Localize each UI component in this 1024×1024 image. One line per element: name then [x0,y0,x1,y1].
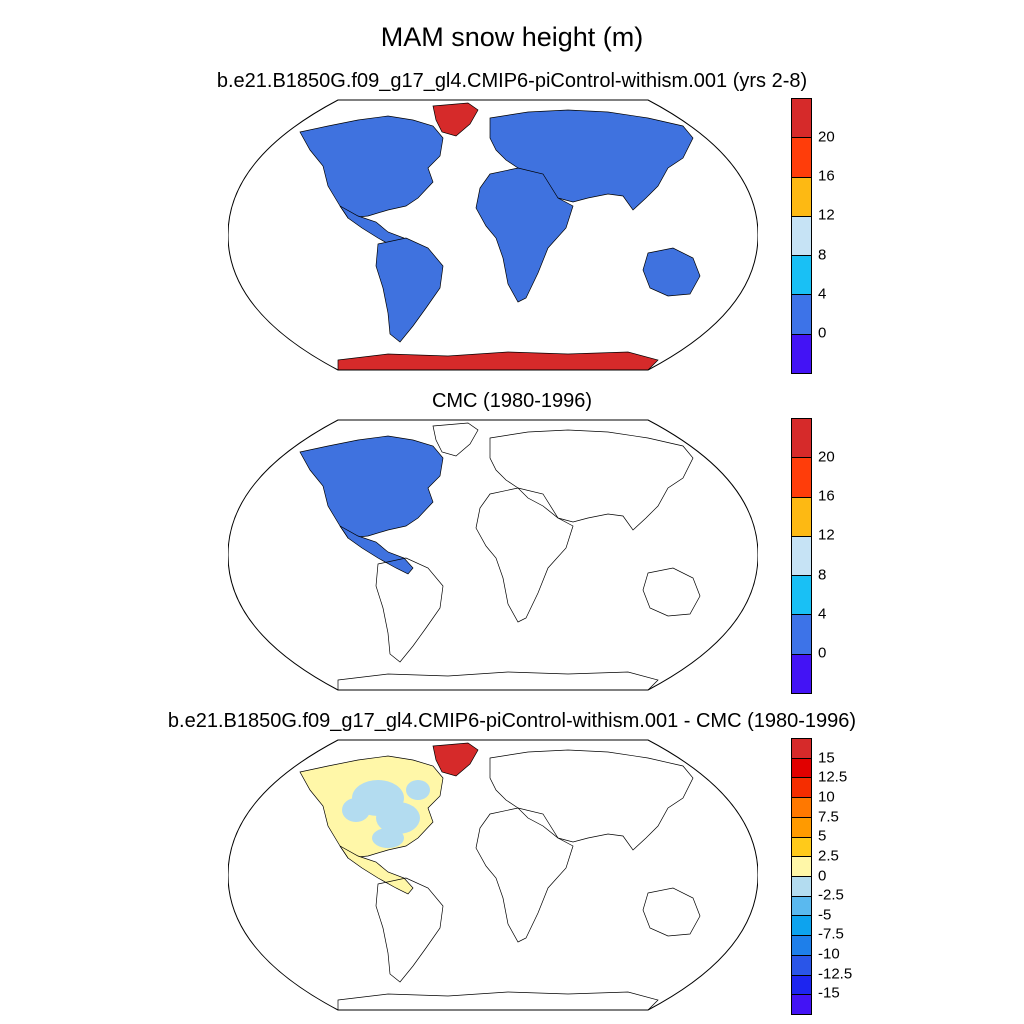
colorbar-tick-label: -10 [818,945,840,963]
colorbar-segment [792,798,811,818]
colorbar-segment [792,177,811,217]
colorbar-tick-label: 4 [818,605,827,623]
colorbar-segment [792,99,811,139]
colorbar-segment [792,995,811,1015]
central-america-region [339,525,414,575]
colorbar-segment [792,758,811,779]
eurasia-region [489,749,694,851]
greenland-region [432,742,479,777]
panel-2-map [228,419,758,691]
colorbar-segment [792,654,811,693]
colorbar-segment [792,955,811,976]
colorbar-segment [792,536,811,577]
australia-region [642,887,701,937]
colorbar-segment [792,334,811,373]
colorbar-segment [792,778,811,799]
panel-2-colorbar [791,418,812,694]
negative-anomaly-patch [406,780,430,800]
colorbar-tick-label: 12 [818,526,835,544]
colorbar-tick-label: 16 [818,167,835,185]
south-america-region [375,237,444,343]
colorbar-tick-label: 8 [818,566,827,584]
panel-3-colorbar [791,738,812,1015]
colorbar-segment [792,295,811,335]
eurasia-region [489,109,694,211]
north-america-region [299,435,444,539]
australia-region [642,247,701,297]
colorbar-segment [792,576,811,616]
map-frame [228,419,758,691]
colorbar-tick-label: -12.5 [818,965,853,983]
antarctica-region [337,671,659,690]
colorbar-segment [792,216,811,257]
panel-3-title: b.e21.B1850G.f09_g17_gl4.CMIP6-piControl… [167,710,857,732]
panel-1-map [228,99,758,371]
colorbar-segment [792,857,811,878]
colorbar-segment [792,817,811,838]
central-america-region [339,845,414,895]
south-america-region [375,877,444,983]
colorbar-tick-label: -7.5 [818,925,844,943]
negative-anomaly-patch [342,798,370,822]
colorbar-tick-label: 10 [818,788,835,806]
colorbar-segment [792,419,811,459]
colorbar-tick-label: -15 [818,984,840,1002]
panel-3-map [228,739,758,1011]
colorbar-tick-label: 0 [818,324,827,342]
colorbar-segment [792,138,811,178]
colorbar-tick-label: 16 [818,487,835,505]
colorbar-tick-label: 20 [818,448,835,466]
antarctica-region [337,991,659,1010]
australia-region [642,567,701,617]
colorbar-tick-label: 2.5 [818,847,839,865]
colorbar-tick-label: 5 [818,827,827,845]
south-america-region [375,557,444,663]
africa-region [475,487,574,623]
colorbar-segment [792,837,811,858]
colorbar-tick-label: 12 [818,206,835,224]
colorbar-tick-label: 7.5 [818,808,839,826]
colorbar-segment [792,497,811,537]
greenland-region [432,102,479,137]
colorbar-segment [792,896,811,917]
panel-2-title: CMC (1980-1996) [431,390,593,412]
colorbar-segment [792,458,811,498]
colorbar-tick-label: 0 [818,867,827,884]
negative-anomaly-patch [372,828,404,848]
colorbar-tick-label: 4 [818,285,827,303]
greenland-region [432,422,479,457]
colorbar-segment [792,739,811,759]
negative-anomaly-patch [376,802,420,834]
colorbar-tick-label: 20 [818,128,835,146]
colorbar-segment [792,615,811,655]
colorbar-tick-label: 12.5 [818,768,848,786]
colorbar-tick-label: -2.5 [818,886,844,904]
africa-region [475,807,574,943]
colorbar-tick-label: -5 [818,906,832,924]
panel-1-title: b.e21.B1850G.f09_g17_gl4.CMIP6-piControl… [216,70,808,92]
africa-region [475,167,574,303]
north-america-region [299,115,444,219]
colorbar-segment [792,975,811,996]
colorbar-segment [792,916,811,937]
eurasia-region [489,429,694,531]
map-frame [228,739,758,1011]
colorbar-segment [792,936,811,956]
colorbar-segment [792,256,811,296]
antarctica-region [337,351,659,370]
map-frame [228,99,758,371]
figure-title: MAM snow height (m) [380,22,644,52]
colorbar-segment [792,877,811,897]
colorbar-tick-label: 8 [818,246,827,264]
colorbar-tick-label: 15 [818,749,835,767]
panel-1-colorbar [791,98,812,374]
colorbar-tick-label: 0 [818,644,827,662]
